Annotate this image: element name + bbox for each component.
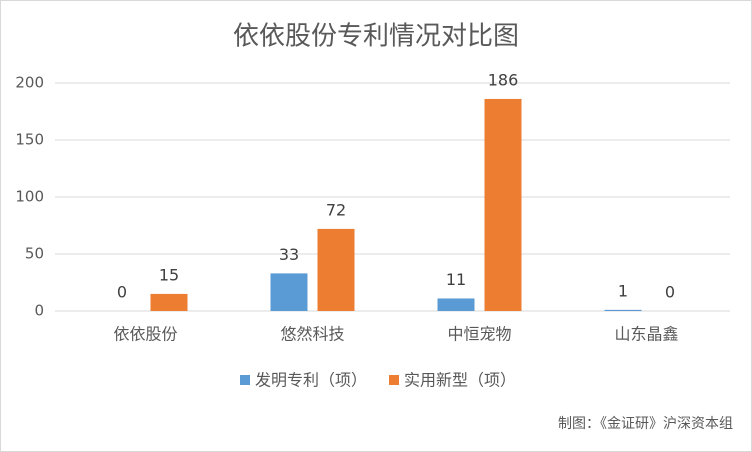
- x-tick-label: 悠然科技: [280, 325, 344, 344]
- y-tick-label: 100: [15, 188, 44, 206]
- bar: [150, 293, 188, 311]
- data-label: 186: [488, 70, 519, 89]
- data-label: 0: [117, 283, 127, 302]
- x-tick-label: 山东晶鑫: [614, 325, 678, 344]
- y-tick-label: 200: [15, 74, 44, 92]
- y-tick-label: 0: [34, 302, 44, 320]
- data-label: 72: [326, 200, 346, 219]
- y-tick-label: 50: [25, 245, 44, 263]
- x-tick-label: 依依股份: [113, 325, 177, 344]
- legend-swatch: [240, 375, 250, 385]
- bar: [437, 298, 475, 311]
- bar: [317, 228, 355, 311]
- data-label: 1: [618, 281, 628, 300]
- legend-label: 实用新型（项）: [404, 371, 516, 390]
- bar: [484, 98, 522, 312]
- source-note: 制图：《金证研》沪深资本组: [558, 416, 733, 432]
- data-label: 0: [665, 283, 675, 302]
- bar: [604, 309, 642, 311]
- x-tick-label: 中恒宠物: [447, 325, 511, 344]
- bar: [270, 273, 308, 311]
- data-label: 33: [279, 245, 299, 264]
- data-label: 11: [446, 270, 466, 289]
- data-label: 15: [159, 265, 179, 284]
- legend-swatch: [389, 375, 400, 385]
- legend-label: 发明专利（项）: [255, 371, 367, 390]
- y-tick-label: 150: [15, 131, 44, 149]
- chart-title: 依依股份专利情况对比图: [233, 22, 519, 52]
